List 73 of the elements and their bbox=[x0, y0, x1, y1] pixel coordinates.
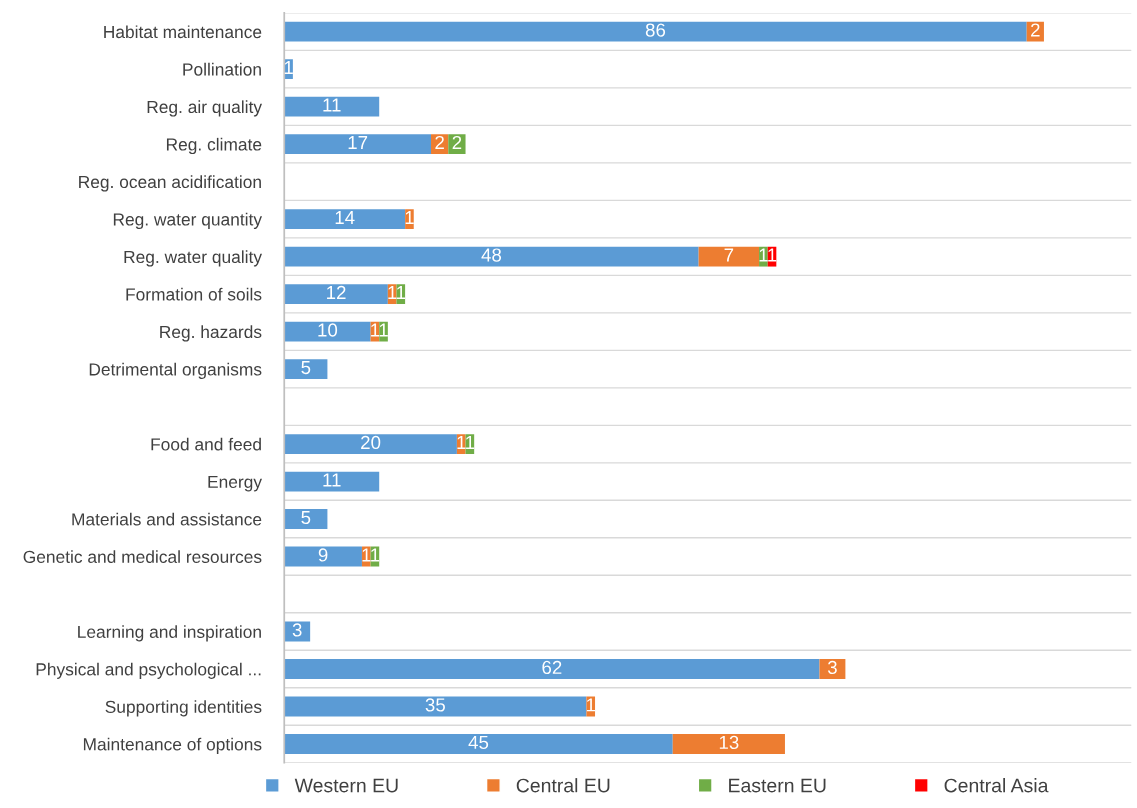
y-tick-label: Genetic and medical resources bbox=[23, 550, 262, 564]
bar bbox=[284, 546, 362, 567]
data-label: 12 bbox=[327, 285, 346, 299]
data-label: 5 bbox=[301, 511, 311, 525]
y-tick-label: Reg. ocean acidification bbox=[79, 175, 261, 192]
legend-label: Eastern EU bbox=[729, 778, 826, 793]
bar bbox=[284, 209, 406, 230]
data-label: 1 bbox=[457, 436, 466, 449]
legend-label: Central Asia bbox=[944, 778, 1049, 793]
bar bbox=[456, 434, 466, 455]
y-tick-label: Detrimental organisms bbox=[89, 362, 262, 379]
y-tick-label: Reg. water quality bbox=[124, 250, 262, 267]
data-label: 13 bbox=[719, 735, 739, 750]
bar bbox=[284, 246, 699, 267]
data-label: 86 bbox=[645, 23, 666, 37]
data-label: 2 bbox=[1031, 23, 1040, 37]
bar bbox=[284, 509, 328, 529]
bar bbox=[698, 246, 760, 267]
bar bbox=[672, 734, 785, 754]
data-label: 11 bbox=[323, 98, 341, 112]
data-label: 62 bbox=[542, 660, 562, 675]
y-tick-label: Maintenance of options bbox=[83, 737, 262, 754]
y-tick-label: Pollination bbox=[183, 62, 261, 76]
bar bbox=[284, 21, 1027, 42]
data-label: 14 bbox=[335, 211, 355, 224]
data-label: 48 bbox=[481, 248, 502, 262]
bar bbox=[819, 659, 846, 679]
data-label: 10 bbox=[318, 323, 338, 337]
y-tick-label: Reg. air quality bbox=[147, 100, 262, 117]
legend-label: Central EU bbox=[516, 778, 610, 793]
data-label: 45 bbox=[468, 735, 489, 750]
y-tick-label: Learning and inspiration bbox=[78, 625, 261, 642]
data-label: 3 bbox=[292, 623, 302, 637]
y-tick-label: Materials and assistance bbox=[72, 512, 262, 526]
y-tick-label: Formation of soils bbox=[126, 287, 262, 301]
bar bbox=[284, 284, 388, 305]
data-label: 2 bbox=[452, 135, 462, 149]
data-label: 11 bbox=[323, 473, 341, 487]
data-label: 7 bbox=[724, 248, 734, 262]
y-tick-label: Reg. water quantity bbox=[113, 212, 263, 230]
y-tick-label: Reg. hazards bbox=[160, 325, 262, 342]
bar bbox=[448, 134, 466, 155]
data-label: 3 bbox=[827, 660, 837, 675]
data-label: 2 bbox=[435, 135, 444, 149]
data-label: 1 bbox=[371, 323, 380, 337]
bar bbox=[284, 359, 328, 380]
data-label: 35 bbox=[425, 698, 445, 712]
bar bbox=[284, 659, 820, 679]
data-label: 1 bbox=[759, 248, 768, 262]
data-label: 1 bbox=[388, 286, 397, 299]
data-label: 1 bbox=[379, 323, 388, 337]
data-label: 5 bbox=[301, 361, 311, 375]
y-tick-label: Physical and psychological ... bbox=[36, 662, 261, 679]
bar bbox=[284, 471, 380, 492]
data-label: 1 bbox=[586, 698, 596, 712]
data-label: 1 bbox=[405, 211, 414, 224]
data-label: 9 bbox=[318, 548, 328, 562]
y-tick-label: Supporting identities bbox=[105, 700, 262, 717]
bar bbox=[284, 96, 380, 117]
bar bbox=[284, 321, 371, 342]
bar bbox=[284, 134, 432, 155]
y-tick-label: Food and feed bbox=[151, 437, 261, 451]
y-tick-label: Habitat maintenance bbox=[104, 25, 262, 39]
data-label: 1 bbox=[397, 286, 406, 299]
data-label: 1 bbox=[362, 548, 371, 562]
bar bbox=[284, 734, 673, 754]
y-tick-label: Energy bbox=[208, 475, 262, 492]
data-label: 20 bbox=[361, 435, 381, 450]
legend-label: Western EU bbox=[294, 778, 398, 793]
bar bbox=[284, 696, 587, 717]
data-label: 17 bbox=[348, 136, 368, 149]
bar bbox=[284, 434, 457, 455]
y-tick-label: Reg. climate bbox=[166, 137, 262, 155]
